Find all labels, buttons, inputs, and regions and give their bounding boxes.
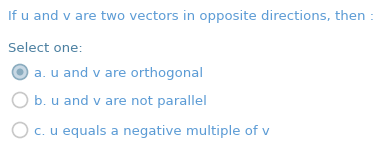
Circle shape [13,64,27,80]
Text: If u and v are two vectors in opposite directions, then :: If u and v are two vectors in opposite d… [8,10,374,23]
Circle shape [16,69,23,75]
Text: c. u equals a negative multiple of v: c. u equals a negative multiple of v [34,124,270,137]
Text: b. u and v are not parallel: b. u and v are not parallel [34,94,207,107]
Text: Select one:: Select one: [8,42,83,55]
Circle shape [13,92,27,107]
Text: a. u and v are orthogonal: a. u and v are orthogonal [34,66,203,80]
Circle shape [13,123,27,137]
